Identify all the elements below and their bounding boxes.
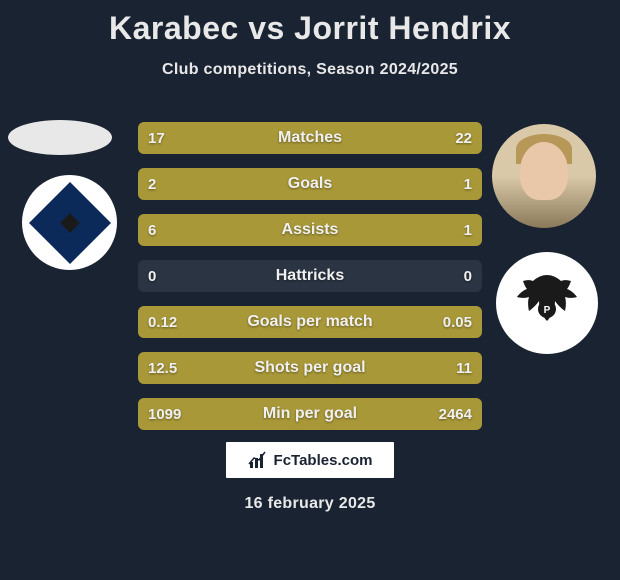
- stat-row: 0Hattricks0: [138, 260, 482, 292]
- stat-value-right: 0.05: [443, 306, 472, 338]
- stat-label: Hattricks: [138, 260, 482, 292]
- stat-label: Min per goal: [138, 398, 482, 430]
- page-subtitle: Club competitions, Season 2024/2025: [0, 61, 620, 79]
- bar-chart-icon: [248, 450, 268, 470]
- club-right-badge: P: [496, 252, 598, 354]
- stat-row: 0.12Goals per match0.05: [138, 306, 482, 338]
- club-left-diamond: [28, 181, 110, 263]
- stat-label: Assists: [138, 214, 482, 246]
- stat-row: 1099Min per goal2464: [138, 398, 482, 430]
- stat-value-right: 11: [456, 352, 472, 384]
- footer-logo: FcTables.com: [225, 441, 395, 479]
- stat-row: 17Matches22: [138, 122, 482, 154]
- footer-date: 16 february 2025: [0, 495, 620, 513]
- stat-value-right: 0: [464, 260, 472, 292]
- stat-label: Goals: [138, 168, 482, 200]
- stat-value-right: 1: [464, 214, 472, 246]
- stat-row: 6Assists1: [138, 214, 482, 246]
- stat-row: 12.5Shots per goal11: [138, 352, 482, 384]
- player-left-avatar-placeholder: [8, 120, 112, 155]
- club-left-badge: [22, 175, 117, 270]
- footer-logo-text: FcTables.com: [274, 452, 373, 469]
- club-left-center-dot: [60, 213, 80, 233]
- avatar-face: [520, 142, 568, 200]
- eagle-icon: P: [511, 267, 583, 339]
- stat-label: Shots per goal: [138, 352, 482, 384]
- stat-label: Matches: [138, 122, 482, 154]
- svg-text:P: P: [544, 305, 551, 316]
- stat-value-right: 1: [464, 168, 472, 200]
- stats-container: 17Matches22 2Goals1 6Assists1 0Hattricks0 0.…: [138, 122, 482, 444]
- stat-row: 2Goals1: [138, 168, 482, 200]
- page-title: Karabec vs Jorrit Hendrix: [0, 0, 620, 47]
- stat-value-right: 2464: [439, 398, 472, 430]
- stat-label: Goals per match: [138, 306, 482, 338]
- player-right-avatar: [492, 124, 596, 228]
- stat-value-right: 22: [455, 122, 472, 154]
